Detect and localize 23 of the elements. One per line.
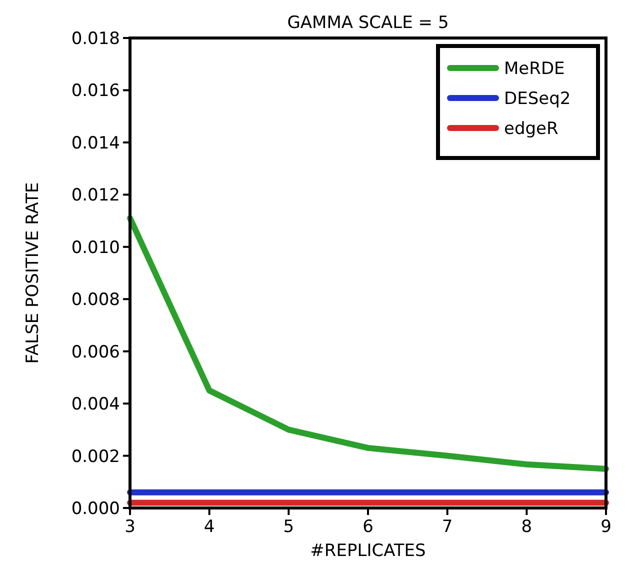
y-tick-label: 0.000 (71, 499, 120, 519)
y-tick-label: 0.006 (71, 342, 120, 362)
x-tick-label: 5 (283, 517, 294, 537)
y-tick-label: 0.004 (71, 394, 120, 415)
y-tick-label: 0.010 (71, 238, 120, 258)
x-tick-label: 3 (124, 517, 136, 537)
x-tick-label: 6 (362, 517, 374, 537)
y-axis-title: FALSE POSITIVE RATE (23, 182, 43, 364)
y-tick-label: 0.014 (71, 133, 120, 154)
x-tick-label: 7 (442, 517, 453, 537)
x-tick-label: 8 (521, 517, 532, 537)
y-tick-label: 0.008 (71, 290, 120, 310)
x-axis-title: #REPLICATES (310, 541, 426, 561)
y-tick-label: 0.018 (71, 29, 120, 49)
legend-label: DESeq2 (504, 89, 571, 109)
legend-label: MeRDE (504, 59, 565, 79)
legend-label: edgeR (504, 119, 558, 139)
y-tick-label: 0.012 (71, 186, 120, 206)
chart-title: GAMMA SCALE = 5 (287, 13, 449, 33)
x-tick-label: 9 (600, 517, 612, 537)
x-tick-label: 4 (204, 517, 215, 537)
y-tick-label: 0.002 (71, 446, 120, 467)
y-tick-label: 0.016 (71, 81, 120, 102)
